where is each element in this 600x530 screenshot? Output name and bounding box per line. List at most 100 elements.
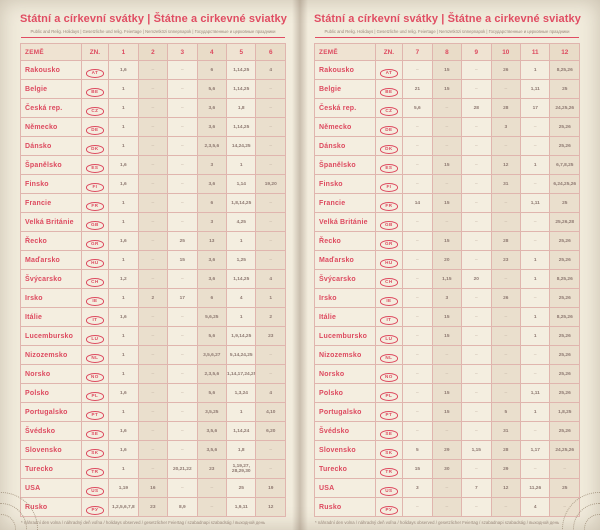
holiday-dates-cell: 4 [255,383,286,404]
holiday-dates-cell: 31 [490,174,522,195]
holiday-dates-cell: 15 [431,402,463,423]
holiday-dates-cell: 1,25 [226,250,257,271]
holiday-dates-cell: 6,20 [255,421,286,442]
holiday-dates-cell: – [196,478,228,499]
holiday-dates-cell: 20,21,22 [167,459,198,480]
holiday-dates-cell: 28 [490,231,522,252]
holiday-dates-cell: – [461,193,492,214]
holiday-dates-cell: – [520,364,551,385]
holiday-dates-cell: 1,19,27, 28,29,30 [226,459,257,480]
country-code-cell: BE [374,79,404,100]
holiday-dates-cell: – [431,117,463,138]
holiday-dates-cell: – [402,250,433,271]
country-code-badge: DK [379,145,398,154]
holiday-dates-cell: – [431,174,463,195]
holiday-dates-cell: 3,6 [196,269,228,290]
country-row: Česká rep. CZ 1– –3,6 1,8– [20,98,286,119]
holiday-dates-cell: 6 [196,288,228,309]
holiday-dates-cell: 7 [461,478,492,499]
holiday-dates-cell: 1 [226,402,257,423]
country-code-badge: DK [85,145,104,154]
holiday-dates-cell: – [549,459,580,480]
country-code-cell: NO [80,364,110,385]
holiday-dates-cell: – [137,155,169,176]
country-code-cell: US [80,478,110,499]
holiday-dates-cell: – [167,212,198,233]
country-row: Rusko РУ 1,2,5,6,7,8 23 8,9–1,9,11 12 [20,497,286,518]
holiday-dates-cell: – [461,136,492,157]
country-name: Velká Británie [20,212,82,233]
holiday-dates-cell: 25 [167,231,198,252]
holiday-dates-cell: – [137,345,169,366]
country-row: Dánsko DK 1– –2,3,5,6 14,24,25– [20,136,286,157]
holiday-dates-cell: 15 [431,383,463,404]
holiday-dates-cell: 5,6 [196,79,228,100]
holiday-dates-cell: – [431,421,463,442]
holiday-dates-cell: 31 [490,421,522,442]
country-row: Finsko FI – – –31–6,24,25,26 [314,174,580,195]
country-row: Francie FR 14 15– –1,11 25 [314,193,580,214]
country-name: Velká Británie [314,212,376,233]
holiday-dates-cell: 25,26 [549,231,580,252]
country-row: Dánsko DK – – – – –25,26 [314,136,580,157]
month-column-header: 1 [108,43,139,62]
holiday-dates-cell: – [402,174,433,195]
country-row: Maďarsko HU 1–15 3,6 1,25– [20,250,286,271]
country-row: Turecko TR 15 30–29– – [314,459,580,480]
holiday-dates-cell: 25,26 [549,326,580,347]
holiday-dates-cell: 3,5,25 [196,402,228,423]
holiday-dates-cell: 1,14,24 [226,421,257,442]
holiday-dates-cell: – [255,459,286,480]
holiday-dates-cell: – [137,79,169,100]
country-row: Německo DE 1– –3,6 1,14,25– [20,117,286,138]
holiday-dates-cell: 1 [108,212,139,233]
country-name: Belgie [314,79,376,100]
country-name: Německo [314,117,376,138]
month-column-header: 9 [461,43,492,62]
country-code-cell: FR [80,193,110,214]
country-row: Turecko TR 1–20,21,22 23 1,19,27, 28,29,30– [20,459,286,480]
holiday-dates-cell: – [461,60,492,81]
holiday-dates-cell: – [196,497,228,518]
holiday-dates-cell: – [402,117,433,138]
holiday-dates-cell: – [520,174,551,195]
country-row: Švédsko SE – – –31–25,26 [314,421,580,442]
holiday-dates-cell: – [137,421,169,442]
country-row: Řecko GR 1,6–25 13 1– [20,231,286,252]
month-column-header: 6 [255,43,286,62]
country-code-cell: РУ [374,497,404,518]
country-code-badge: CZ [85,107,104,116]
holiday-dates-cell: 2 [255,307,286,328]
country-code-badge: ES [85,164,104,173]
country-name: Nizozemsko [314,345,376,366]
holiday-dates-cell: – [402,307,433,328]
holiday-dates-cell: 1,14,25 [226,117,257,138]
holiday-dates-cell: 25,26 [549,345,580,366]
country-row: Maďarsko HU –20–23 1 25,26 [314,250,580,271]
holiday-dates-cell: – [490,326,522,347]
country-code-cell: AT [80,60,110,81]
country-code-badge: FI [379,183,398,192]
country-row: Polsko PL –15– –1,11 25,26 [314,383,580,404]
holiday-dates-cell: 1 [520,269,551,290]
footnote: * náhradní den volna / náhradný deň voľn… [21,520,266,526]
month-column-header: 12 [549,43,580,62]
holiday-dates-cell: 12 [490,155,522,176]
holiday-dates-cell: – [520,345,551,366]
country-column-header: ZEMĚ [314,43,376,62]
country-name: Rusko [20,497,82,518]
country-row: Lucembursko LU –15– –1 25,26 [314,326,580,347]
holiday-dates-cell: 3,6 [196,250,228,271]
holiday-dates-cell: – [255,231,286,252]
country-code-cell: IE [374,288,404,309]
holiday-dates-cell: 1,6 [108,60,139,81]
holiday-dates-cell: 1 [226,155,257,176]
holiday-dates-cell: 3,6 [196,98,228,119]
holiday-dates-cell: 15 [431,231,463,252]
holiday-dates-cell: 12 [255,497,286,518]
holiday-dates-cell: – [461,155,492,176]
holiday-dates-cell: – [402,288,433,309]
page-subtitle: Public and Relig. Holidays | Gesetzliche… [30,29,276,34]
holiday-dates-cell: – [167,136,198,157]
holiday-dates-cell: 1 [520,155,551,176]
